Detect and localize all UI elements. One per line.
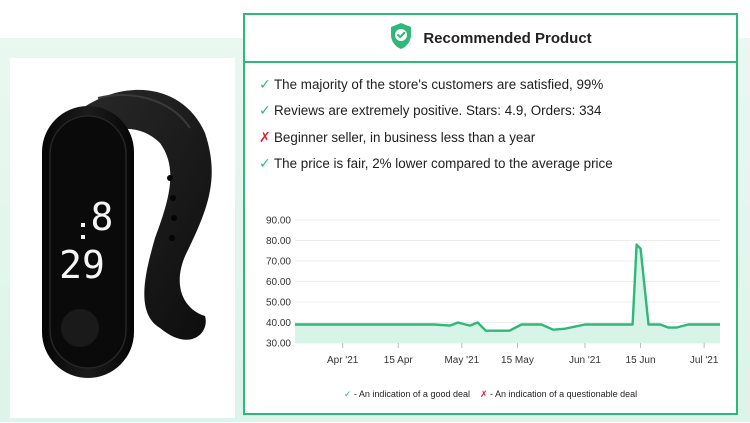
check-icon: ✓: [259, 155, 271, 172]
feature-text: The majority of the store's customers ar…: [274, 76, 604, 92]
price-history-chart: 90.00 80.00 70.00 60.00 50.00 40.00 30.00 Apr '…: [266, 216, 720, 366]
feature-item: ✓ Reviews are extremely positive. Stars:…: [259, 98, 729, 125]
fitness-band-illustration: 8 29: [42, 89, 212, 378]
x-tick-label: Jun '21: [569, 355, 601, 366]
y-tick-label: 30.00: [266, 339, 291, 350]
feature-item: ✓ The price is fair, 2% lower compared t…: [259, 151, 729, 178]
card-title: Recommended Product: [423, 29, 592, 47]
feature-text: Beginner seller, in business less than a…: [274, 129, 536, 145]
band-time-bottom: 29: [59, 243, 105, 287]
legend-bad-text: - An indication of a questionable deal: [490, 389, 638, 399]
check-icon: ✓: [259, 102, 271, 119]
feature-item: ✓ The majority of the store's customers …: [259, 71, 729, 98]
y-tick-label: 90.00: [266, 216, 291, 227]
legend-good: ✓ - An indication of a good deal: [344, 389, 470, 400]
y-tick-label: 80.00: [266, 236, 291, 247]
x-tick-label: Apr '21: [327, 355, 359, 366]
legend-good-text: - An indication of a good deal: [353, 389, 470, 399]
card-header: Recommended Product: [245, 15, 736, 63]
feature-text: The price is fair, 2% lower compared to …: [274, 156, 613, 172]
check-icon: ✓: [343, 389, 352, 399]
cross-icon: ✗: [259, 128, 271, 145]
x-tick-label: 15 May: [501, 355, 534, 366]
shield-check-icon: [389, 22, 413, 55]
recommended-product-card: Recommended Product ✓ The majority of th…: [243, 13, 738, 415]
feature-list: ✓ The majority of the store's customers …: [259, 71, 729, 177]
product-image: 8 29: [10, 58, 235, 418]
feature-item: ✗ Beginner seller, in business less than…: [259, 124, 729, 151]
x-tick-label: Jul '21: [690, 355, 719, 366]
y-tick-label: 50.00: [266, 298, 291, 309]
y-tick-label: 40.00: [266, 318, 291, 329]
legend-bad: ✗ - An indication of a questionable deal: [480, 389, 637, 400]
band-time-top: 8: [91, 195, 114, 239]
price-line: [295, 243, 720, 332]
check-icon: ✓: [259, 75, 271, 92]
x-tick-label: 15 Jun: [626, 355, 656, 366]
x-tick-label: 15 Apr: [384, 355, 414, 366]
y-tick-label: 60.00: [266, 277, 291, 288]
x-tick-label: May '21: [444, 355, 479, 366]
cross-icon: ✗: [479, 389, 488, 399]
y-tick-label: 70.00: [266, 257, 291, 268]
chart-legend: ✓ - An indication of a good deal ✗ - An …: [245, 389, 736, 400]
feature-text: Reviews are extremely positive. Stars: 4…: [274, 103, 602, 119]
price-area: [295, 244, 720, 343]
